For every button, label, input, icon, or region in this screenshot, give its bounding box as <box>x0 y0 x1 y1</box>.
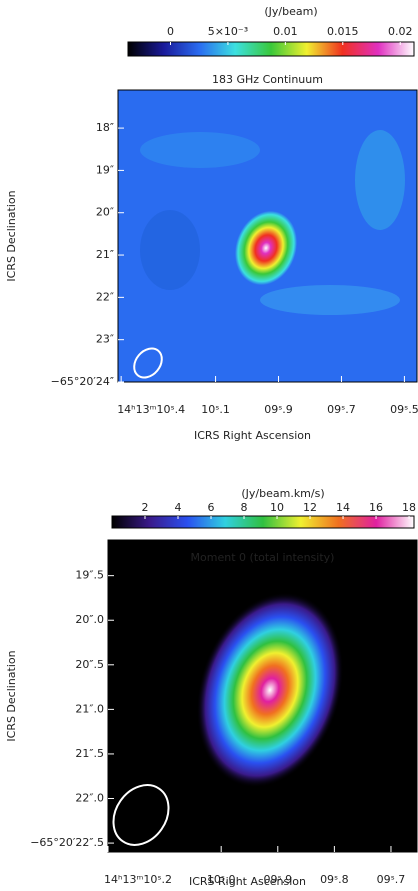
x-axis-label: ICRS Right Ascension <box>189 875 306 888</box>
x-tick-label: 09ˢ.5 <box>390 403 418 416</box>
x-axis-label: ICRS Right Ascension <box>194 429 311 442</box>
y-tick-label: 20″.0 <box>75 613 104 626</box>
plot-frame <box>117 89 418 383</box>
x-tick-label: 14ʰ13ᵐ10ˢ.4 <box>117 403 185 416</box>
x-tick-label: 10ˢ.0 <box>207 873 236 886</box>
y-tick-label: 23″ <box>96 333 114 346</box>
colorbar-tick-label: 8 <box>241 501 248 514</box>
y-tick-label: −65°20′24″ <box>51 375 114 388</box>
y-axis-label: ICRS Declination <box>5 650 18 741</box>
colorbar <box>127 41 415 57</box>
map-image <box>108 540 417 852</box>
x-tick-label: 09ˢ.9 <box>264 403 293 416</box>
y-tick-label: 19″ <box>96 163 114 176</box>
y-tick-label: 21″.5 <box>75 747 104 760</box>
colorbar-tick-label: 0 <box>167 25 174 38</box>
colorbar-tick-label: 2 <box>142 501 149 514</box>
colorbar-tick-label: 18 <box>402 501 416 514</box>
y-tick-label: 21″ <box>96 248 114 261</box>
x-tick-label: 14ʰ13ᵐ10ˢ.2 <box>104 873 172 886</box>
plot-frame <box>107 539 418 853</box>
x-tick-label: 09ˢ.9 <box>263 873 292 886</box>
colorbar-tick-label: 16 <box>369 501 383 514</box>
colorbar-tick-label: 6 <box>208 501 215 514</box>
colorbar <box>111 515 415 529</box>
x-tick-label: 09ˢ.7 <box>327 403 356 416</box>
y-axis-label: ICRS Declination <box>5 190 18 281</box>
colorbar-tick-label: 0.01 <box>273 25 298 38</box>
chart-title: Moment 0 (total intensity) <box>191 551 335 564</box>
colorbar-tick-label: 12 <box>303 501 317 514</box>
y-tick-label: 22″.0 <box>75 792 104 805</box>
map-image <box>118 90 417 382</box>
colorbar-label: (Jy/beam.km/s) <box>241 487 324 500</box>
x-tick-label: 10ˢ.1 <box>201 403 230 416</box>
colorbar-tick-label: 4 <box>175 501 182 514</box>
colorbar-tick-label: 5×10⁻³ <box>208 25 248 38</box>
x-tick-label: 09ˢ.7 <box>377 873 406 886</box>
colorbar-label: (Jy/beam) <box>264 5 317 18</box>
chart-title: 183 GHz Continuum <box>212 73 323 86</box>
colorbar-tick-label: 0.015 <box>327 25 359 38</box>
y-tick-label: 22″ <box>96 290 114 303</box>
colorbar-tick-label: 14 <box>336 501 350 514</box>
y-tick-label: 19″.5 <box>75 569 104 582</box>
colorbar-tick-label: 10 <box>270 501 284 514</box>
colorbar-tick-label: 0.02 <box>388 25 413 38</box>
y-tick-label: 20″.5 <box>75 658 104 671</box>
y-tick-label: 20″ <box>96 206 114 219</box>
y-tick-label: 18″ <box>96 121 114 134</box>
y-tick-label: −65°20′22″.5 <box>30 836 104 849</box>
x-tick-label: 09ˢ.8 <box>320 873 349 886</box>
y-tick-label: 21″.0 <box>75 702 104 715</box>
